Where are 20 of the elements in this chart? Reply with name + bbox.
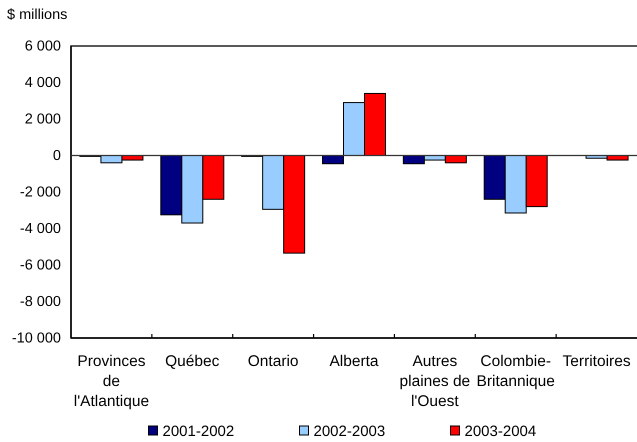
y-tick-label: 4 000 [24, 75, 61, 92]
x-tick-label: Alberta [329, 353, 379, 370]
y-tick-label: -10 000 [12, 330, 61, 347]
y-tick-label: -4 000 [20, 221, 61, 238]
legend-label: 2002-2003 [314, 423, 386, 440]
x-tick-label: Colombie-Britannique [476, 353, 555, 390]
y-tick-label: -6 000 [20, 258, 61, 274]
y-tick-label: -2 000 [20, 184, 61, 201]
y-axis-title: $ millions [7, 7, 68, 23]
y-tick-label: 0 [52, 148, 61, 164]
x-tick-label: Autres plaines de l'Ouest [400, 353, 470, 410]
y-tick-label: -8 000 [20, 294, 61, 310]
legend-label: 2003-2004 [464, 423, 536, 440]
x-tick-label: Provinces de l'Atlantique [74, 353, 150, 410]
x-tick-label: Territoires [562, 353, 631, 370]
x-tick-label: Ontario [248, 353, 299, 370]
y-tick-label: 6 000 [24, 38, 61, 55]
legend-label: 2001-2002 [162, 423, 234, 440]
y-tick-label: 2 000 [24, 112, 61, 128]
x-tick-label: Québec [165, 353, 220, 370]
